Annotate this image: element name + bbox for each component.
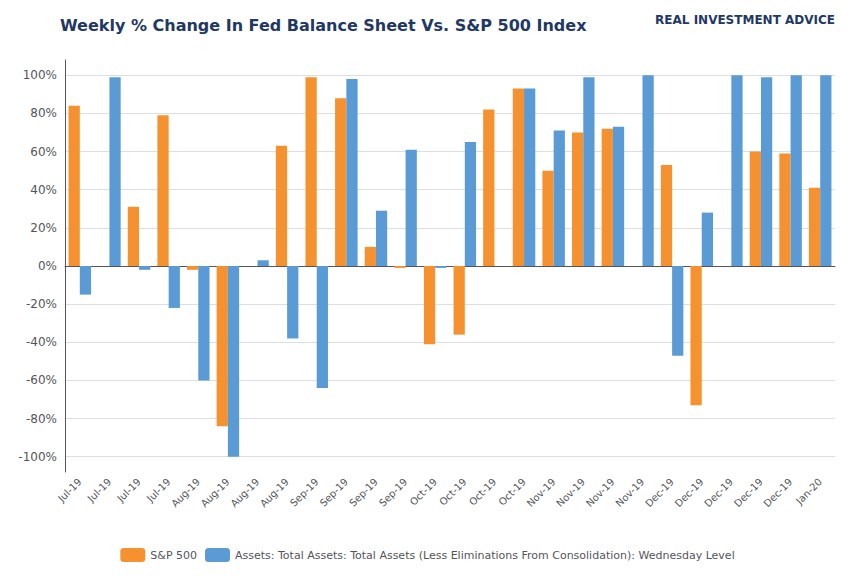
svg-text:Dec-19: Dec-19 [732,476,765,509]
svg-text:Jul-19: Jul-19 [55,476,84,505]
svg-text:Aug-19: Aug-19 [199,476,232,509]
svg-text:-100%: -100% [18,450,57,464]
svg-text:Jul-19: Jul-19 [114,476,143,505]
svg-text:Dec-19: Dec-19 [702,476,735,509]
svg-text:Sep-19: Sep-19 [377,476,410,509]
svg-text:-20%: -20% [26,297,57,311]
svg-text:Dec-19: Dec-19 [761,476,794,509]
svg-text:Assets: Total Assets: Total As: Assets: Total Assets: Total Assets (Less… [235,549,735,562]
svg-text:Jan-20: Jan-20 [793,476,824,507]
svg-text:80%: 80% [30,106,57,120]
svg-text:Aug-19: Aug-19 [169,476,202,509]
svg-text:Nov-19: Nov-19 [584,476,617,509]
svg-text:-60%: -60% [26,373,57,387]
svg-text:Nov-19: Nov-19 [554,476,587,509]
svg-text:40%: 40% [30,183,57,197]
svg-text:Weekly % Change In Fed Balance: Weekly % Change In Fed Balance Sheet Vs.… [60,16,587,35]
svg-text:Oct-19: Oct-19 [496,476,528,508]
svg-text:Oct-19: Oct-19 [408,476,440,508]
svg-text:Sep-19: Sep-19 [288,476,321,509]
svg-text:Oct-19: Oct-19 [467,476,499,508]
svg-text:Dec-19: Dec-19 [673,476,706,509]
svg-text:Aug-19: Aug-19 [228,476,261,509]
svg-text:Jul-19: Jul-19 [85,476,114,505]
svg-text:Nov-19: Nov-19 [525,476,558,509]
svg-text:Oct-19: Oct-19 [437,476,469,508]
svg-text:100%: 100% [23,68,57,82]
svg-text:-80%: -80% [26,412,57,426]
svg-text:20%: 20% [30,221,57,235]
svg-text:Dec-19: Dec-19 [643,476,676,509]
svg-text:Nov-19: Nov-19 [613,476,646,509]
svg-text:Jul-19: Jul-19 [144,476,173,505]
svg-text:Sep-19: Sep-19 [318,476,351,509]
svg-text:S&P 500: S&P 500 [150,549,197,562]
svg-text:Aug-19: Aug-19 [258,476,291,509]
svg-text:Sep-19: Sep-19 [347,476,380,509]
svg-text:REAL INVESTMENT ADVICE: REAL INVESTMENT ADVICE [655,13,835,27]
svg-text:0%: 0% [38,259,57,273]
svg-text:60%: 60% [30,145,57,159]
svg-text:-40%: -40% [26,335,57,349]
